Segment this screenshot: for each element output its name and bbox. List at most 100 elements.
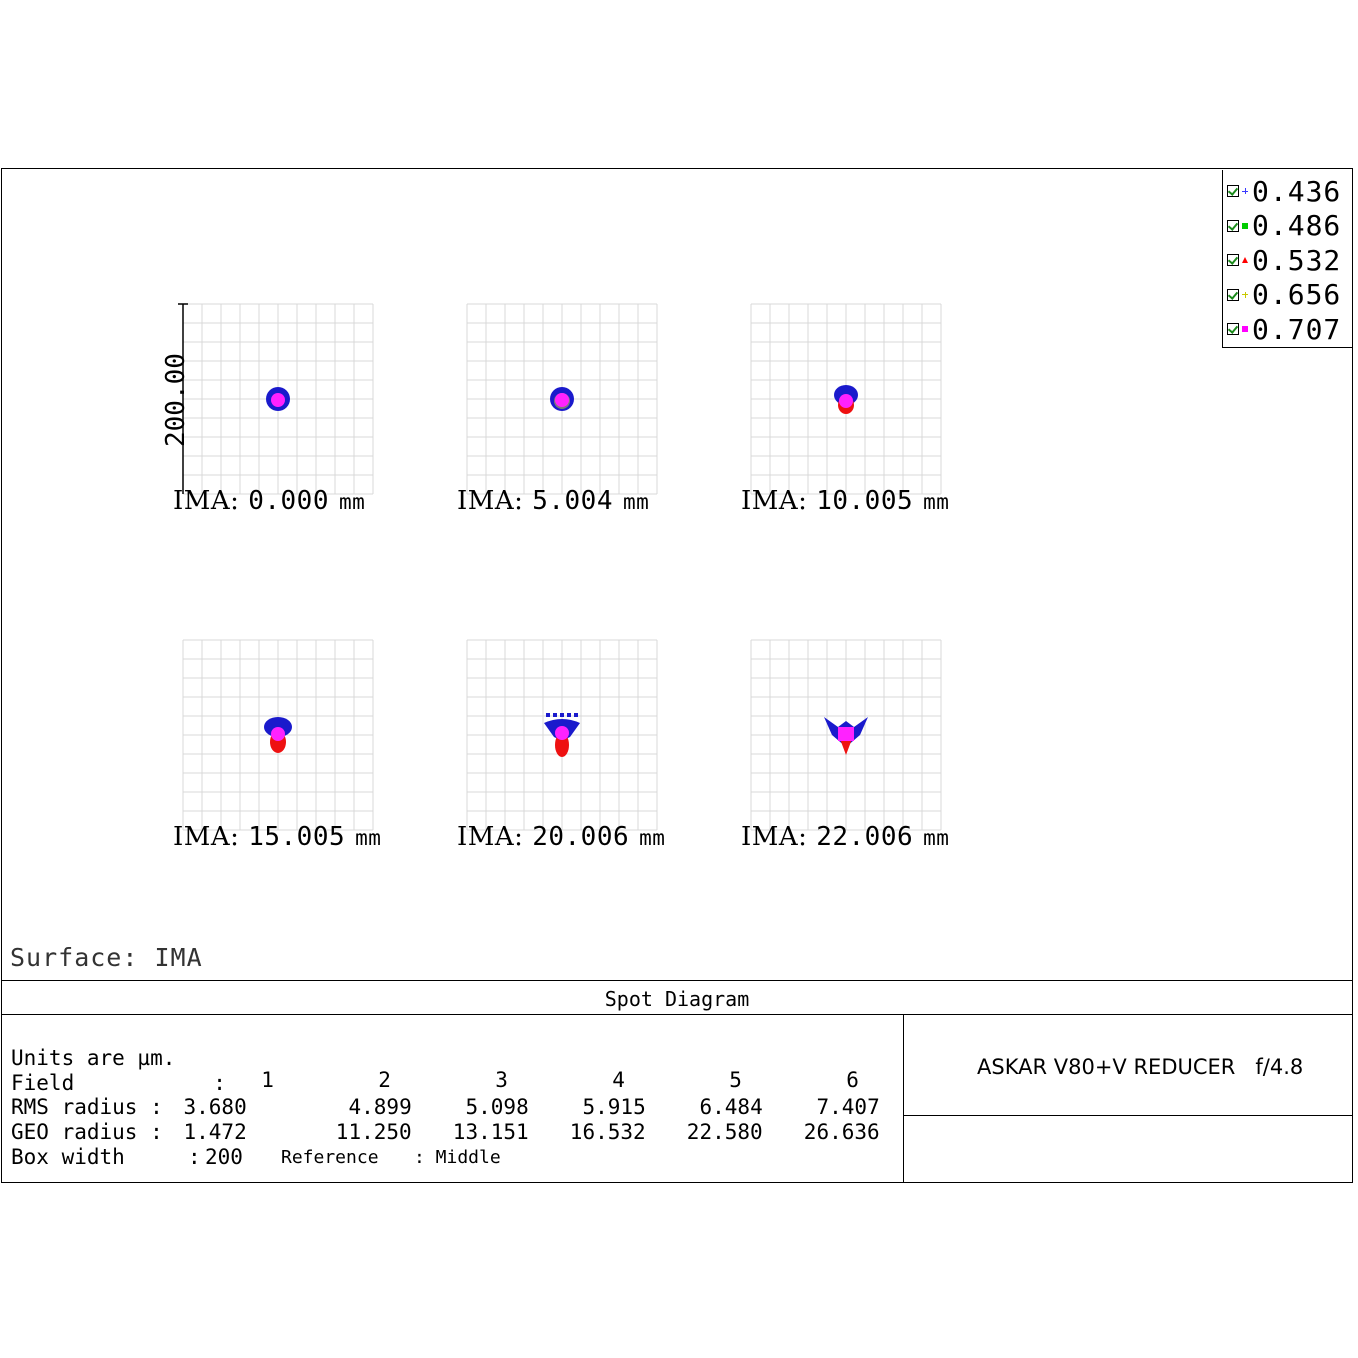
divider (2, 1014, 1352, 1015)
spot-blue-dot (546, 713, 550, 717)
spot-magenta (555, 393, 569, 407)
plus-marker-icon (1242, 188, 1248, 195)
field-number: 2 (378, 1068, 391, 1092)
field-label: Field : (11, 1071, 226, 1095)
reference-value: : Middle (414, 1147, 501, 1168)
field-label: IMA: 20.006 mm (457, 822, 665, 852)
checkbox-icon (1227, 185, 1239, 198)
ima-prefix: IMA: (741, 486, 817, 516)
spot-blue-dot (560, 713, 564, 717)
square-marker-icon (1242, 326, 1248, 333)
unit: mm (923, 826, 950, 850)
field-value: 20.006 (532, 822, 630, 852)
field-label: IMA: 5.004 mm (457, 486, 649, 516)
ima-prefix: IMA: (457, 486, 533, 516)
spot-plot-area: 200.00 (161, 303, 942, 831)
field-label: IMA: 22.006 mm (741, 822, 949, 852)
legend-entry: 0.656 (1223, 278, 1352, 313)
field-value: 0.000 (248, 486, 329, 516)
unit: mm (923, 490, 950, 514)
checkbox-icon (1227, 219, 1239, 232)
box-width-label: Box width : (11, 1145, 201, 1169)
unit: mm (355, 826, 382, 850)
spot-magenta (555, 726, 569, 740)
square-marker-icon (1242, 222, 1248, 229)
field-label: IMA: 0.000 mm (173, 486, 365, 516)
legend-label: 0.436 (1252, 174, 1342, 208)
triangle-marker-icon (1242, 257, 1248, 264)
spot-box (466, 639, 658, 831)
checkbox-icon (1227, 254, 1239, 267)
ima-prefix: IMA: (173, 486, 249, 516)
checkbox-icon (1227, 288, 1239, 301)
spot-magenta (271, 393, 285, 407)
geo-value: 26.636 (803, 1120, 880, 1144)
spot-blue-dot (567, 713, 571, 717)
divider (2, 980, 1352, 981)
spot-magenta (838, 727, 854, 741)
field-value: 22.006 (816, 822, 914, 852)
geo-value: 11.250 (335, 1120, 412, 1144)
axis-label: 200.00 (161, 353, 191, 447)
field-label: IMA: 15.005 mm (173, 822, 381, 852)
rms-value: 3.680 (183, 1095, 247, 1119)
units-line: Units are µm. (11, 1046, 176, 1070)
spot-magenta (271, 727, 285, 741)
geo-value: 1.472 (183, 1120, 247, 1144)
geo-value: 22.580 (686, 1120, 763, 1144)
plus-marker-icon (1242, 291, 1248, 298)
spot-box (750, 303, 942, 495)
legend-entry: 0.436 (1223, 174, 1352, 209)
surface-label: Surface: IMA (10, 943, 203, 972)
field-number: 5 (729, 1068, 742, 1092)
geo-value: 13.151 (452, 1120, 529, 1144)
diagram-title: Spot Diagram (604, 987, 750, 1011)
rms-label: RMS radius : (11, 1095, 163, 1119)
legend-entry: 0.707 (1223, 312, 1352, 347)
wavelength-legend: 0.436 0.486 0.532 0.656 0.707 (1222, 170, 1352, 348)
spot-magenta (839, 394, 853, 408)
system-name: ASKAR V80+V REDUCER f/4.8 (977, 1055, 1304, 1079)
rms-value: 5.915 (582, 1095, 646, 1119)
unit: mm (639, 826, 666, 850)
ima-prefix: IMA: (457, 822, 533, 852)
ima-prefix: IMA: (173, 822, 249, 852)
spot-box (182, 639, 374, 831)
rms-value: 6.484 (699, 1095, 763, 1119)
field-number: 1 (261, 1068, 274, 1092)
field-number: 6 (846, 1068, 859, 1092)
spot-box (182, 303, 374, 495)
rms-value: 7.407 (816, 1095, 880, 1119)
spot-diagram-frame: 200.00 0.436 0.486 0.532 0.656 0.707 Surface… (1, 168, 1353, 1183)
reference-label: Reference (281, 1147, 379, 1168)
geo-value: 16.532 (569, 1120, 646, 1144)
legend-label: 0.707 (1252, 312, 1342, 346)
spot-blue-dot (574, 713, 578, 717)
field-value: 5.004 (532, 486, 613, 516)
unit: mm (622, 490, 650, 514)
divider (903, 1115, 1352, 1116)
field-label: IMA: 10.005 mm (741, 486, 949, 516)
spot-red (840, 739, 852, 755)
legend-entry: 0.486 (1223, 209, 1352, 244)
checkbox-icon (1227, 323, 1239, 336)
spot-blue-dot (553, 713, 557, 717)
rms-value: 5.098 (465, 1095, 529, 1119)
legend-label: 0.532 (1252, 243, 1342, 277)
field-value: 10.005 (816, 486, 914, 516)
rms-value: 4.899 (348, 1095, 412, 1119)
spot-box (750, 639, 942, 831)
field-number: 4 (612, 1068, 625, 1092)
field-number: 3 (495, 1068, 508, 1092)
legend-label: 0.656 (1252, 278, 1342, 312)
field-value: 15.005 (248, 822, 346, 852)
unit: mm (338, 490, 366, 514)
divider (903, 1014, 904, 1182)
box-width-value: 200 (205, 1145, 243, 1169)
ima-prefix: IMA: (741, 822, 817, 852)
legend-label: 0.486 (1252, 209, 1342, 243)
geo-label: GEO radius : (11, 1120, 163, 1144)
spot-box (466, 303, 658, 495)
legend-entry: 0.532 (1223, 243, 1352, 278)
scale-axis: 200.00 (161, 303, 191, 494)
